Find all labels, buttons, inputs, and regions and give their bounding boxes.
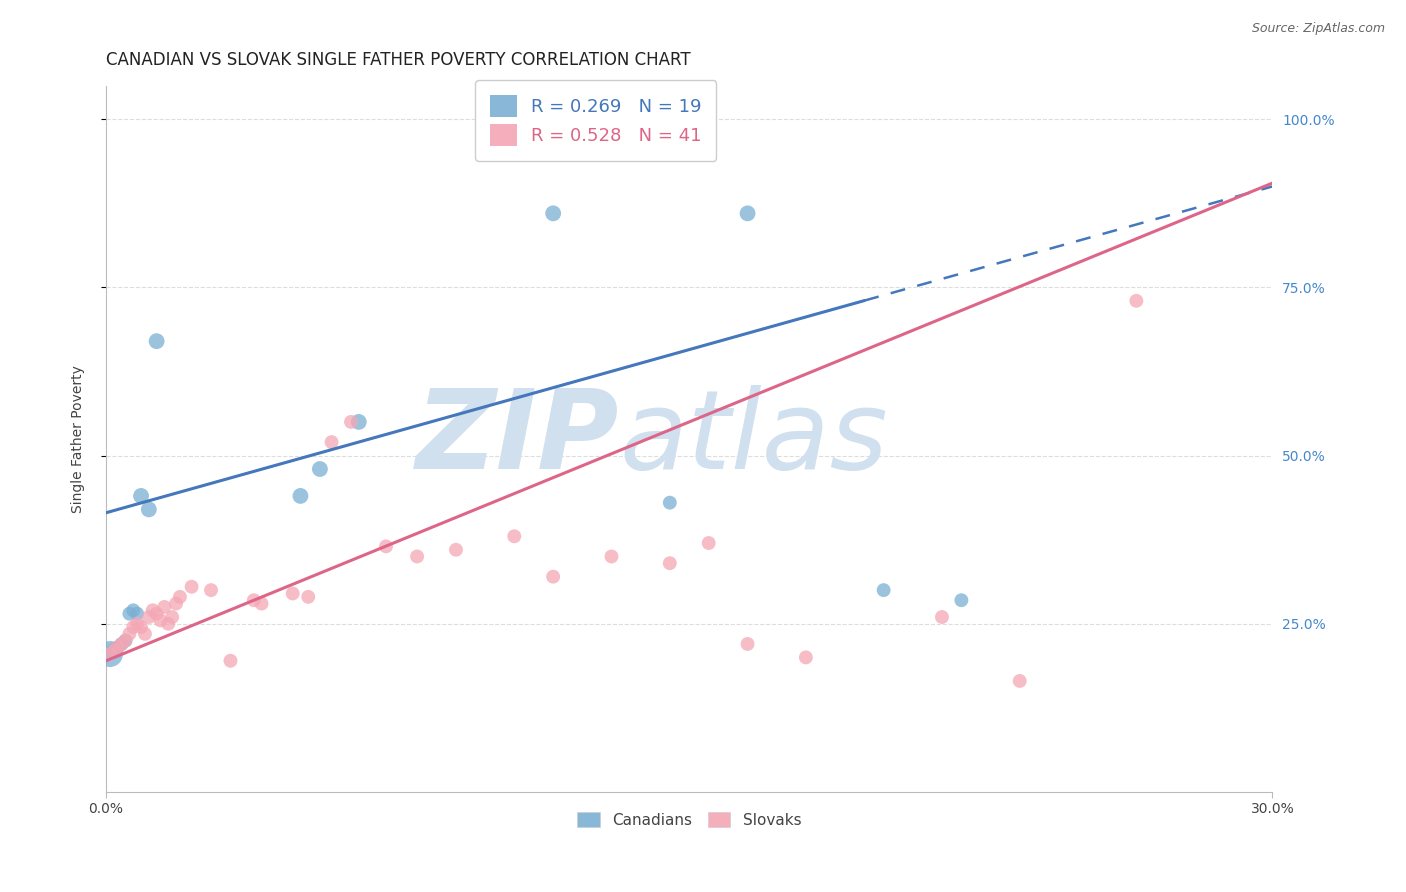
Point — [297, 590, 319, 604]
Point — [129, 620, 152, 634]
Point — [406, 549, 429, 564]
Point — [1125, 293, 1147, 308]
Point — [541, 206, 564, 220]
Point — [129, 489, 152, 503]
Point — [142, 603, 165, 617]
Point — [309, 462, 332, 476]
Legend: Canadians, Slovaks: Canadians, Slovaks — [571, 805, 807, 834]
Point — [219, 654, 242, 668]
Point — [600, 549, 623, 564]
Point — [444, 542, 467, 557]
Point — [149, 614, 172, 628]
Point — [541, 569, 564, 583]
Point — [153, 599, 176, 614]
Point — [122, 603, 145, 617]
Text: ZIP: ZIP — [416, 385, 619, 492]
Point — [103, 643, 125, 657]
Point — [697, 536, 720, 550]
Point — [375, 540, 398, 554]
Point — [111, 637, 134, 651]
Point — [737, 637, 759, 651]
Point — [794, 650, 817, 665]
Point — [340, 415, 363, 429]
Point — [107, 640, 129, 655]
Point — [127, 607, 149, 621]
Point — [169, 590, 191, 604]
Point — [145, 334, 167, 348]
Point — [160, 610, 183, 624]
Point — [250, 597, 273, 611]
Point — [503, 529, 526, 543]
Point — [347, 415, 370, 429]
Y-axis label: Single Father Poverty: Single Father Poverty — [72, 365, 86, 513]
Point — [145, 607, 167, 621]
Point — [114, 633, 136, 648]
Point — [138, 502, 160, 516]
Point — [872, 583, 894, 598]
Point — [281, 586, 304, 600]
Point — [114, 633, 136, 648]
Point — [200, 583, 222, 598]
Text: CANADIAN VS SLOVAK SINGLE FATHER POVERTY CORRELATION CHART: CANADIAN VS SLOVAK SINGLE FATHER POVERTY… — [105, 51, 690, 69]
Point — [1008, 673, 1031, 688]
Point — [111, 637, 134, 651]
Point — [127, 616, 149, 631]
Point — [931, 610, 953, 624]
Point — [107, 640, 129, 655]
Point — [290, 489, 312, 503]
Point — [122, 620, 145, 634]
Point — [103, 643, 125, 657]
Point — [658, 556, 681, 570]
Point — [658, 496, 681, 510]
Point — [98, 647, 121, 661]
Text: atlas: atlas — [619, 385, 887, 492]
Point — [98, 647, 121, 661]
Point — [243, 593, 266, 607]
Point — [118, 627, 141, 641]
Point — [118, 607, 141, 621]
Text: Source: ZipAtlas.com: Source: ZipAtlas.com — [1251, 22, 1385, 36]
Point — [134, 627, 156, 641]
Point — [157, 616, 180, 631]
Point — [950, 593, 973, 607]
Point — [180, 580, 202, 594]
Point — [737, 206, 759, 220]
Point — [138, 610, 160, 624]
Point — [165, 597, 187, 611]
Point — [321, 435, 343, 450]
